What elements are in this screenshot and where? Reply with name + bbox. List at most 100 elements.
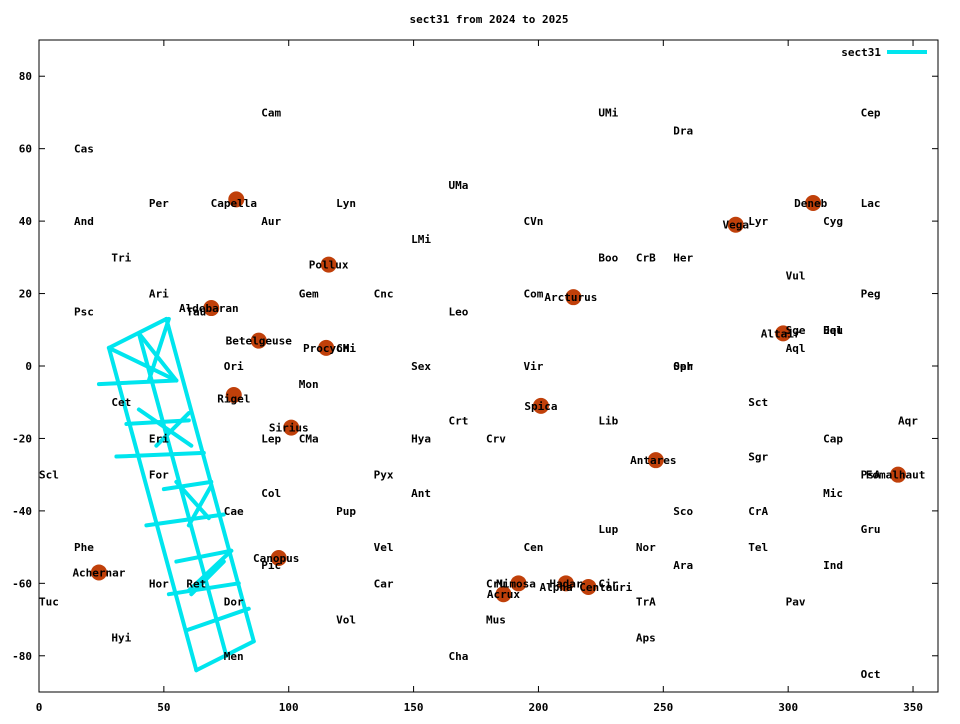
star-marker xyxy=(90,564,107,581)
star-label: Canopus xyxy=(253,552,299,565)
star-markers-layer xyxy=(90,191,907,603)
y-tick-label: -20 xyxy=(12,432,32,445)
star-marker xyxy=(890,466,907,483)
constellation-label: Cru xyxy=(486,577,506,590)
constellation-label: Cyg xyxy=(823,215,843,228)
constellation-label: Lyn xyxy=(336,197,356,210)
x-tick-label: 250 xyxy=(653,701,673,714)
star-label: Antares xyxy=(630,454,676,467)
constellation-label: Pup xyxy=(336,505,356,518)
star-marker xyxy=(203,300,220,317)
constellation-label: Lyr xyxy=(748,215,768,228)
star-label: Deneb xyxy=(794,197,827,210)
constellation-label: Cha xyxy=(449,650,469,663)
series-segment xyxy=(184,606,251,633)
star-marker xyxy=(532,397,549,414)
constellation-label: Cet xyxy=(111,396,131,409)
constellation-label: Aql xyxy=(786,342,806,355)
constellation-label: Vul xyxy=(786,269,806,282)
constellation-label: Aps xyxy=(636,632,656,645)
constellation-label: Gem xyxy=(299,288,319,301)
constellation-label: Ind xyxy=(823,559,843,572)
series-segment xyxy=(186,483,214,528)
constellation-label: Oph xyxy=(673,360,693,373)
constellation-label: Sex xyxy=(411,360,431,373)
star-label: Pollux xyxy=(309,259,349,272)
constellation-label: UMi xyxy=(598,106,618,119)
constellation-label: Pyx xyxy=(374,469,394,482)
x-tick-label: 100 xyxy=(279,701,299,714)
constellation-label: Lac xyxy=(861,197,881,210)
x-tick-label: 0 xyxy=(36,701,43,714)
constellation-label: Crt xyxy=(449,414,469,427)
constellation-label: LMi xyxy=(411,233,431,246)
constellation-label: Scl xyxy=(39,469,59,482)
constellation-label: Nor xyxy=(636,541,656,554)
constellation-label: Ara xyxy=(673,559,693,572)
constellation-label: Lib xyxy=(598,414,618,427)
constellation-label: Ari xyxy=(149,288,169,301)
constellation-label: Tau xyxy=(186,306,206,319)
constellation-label: PsA xyxy=(861,469,881,482)
constellation-label: Peg xyxy=(861,288,881,301)
constellation-label: Sco xyxy=(673,505,693,518)
star-label: Fomalhaut xyxy=(866,469,926,482)
x-tick-label: 50 xyxy=(157,701,170,714)
y-tick-label: -60 xyxy=(12,577,32,590)
constellation-label: Crv xyxy=(486,432,506,445)
constellation-label: Pic xyxy=(261,559,281,572)
constellation-label: Her xyxy=(673,251,693,264)
constellation-label: Sct xyxy=(748,396,768,409)
star-marker xyxy=(565,289,582,306)
series-segment xyxy=(106,345,179,383)
constellation-label: Hya xyxy=(411,432,431,445)
star-label: Rigel xyxy=(217,393,250,406)
constellation-label: And xyxy=(74,215,94,228)
series-segment xyxy=(146,316,171,383)
series-segment xyxy=(194,639,256,673)
star-label: Procyon xyxy=(303,342,349,355)
star-marker xyxy=(318,339,335,356)
constellation-label: Ori xyxy=(224,360,244,373)
constellation-label: Pav xyxy=(786,595,806,608)
series-segment xyxy=(136,331,229,658)
constellation-label: Mus xyxy=(486,614,506,627)
constellation-label: Lup xyxy=(598,523,618,536)
series-segment xyxy=(166,581,241,597)
star-label: Arcturus xyxy=(544,291,597,304)
star-label: Mimosa xyxy=(496,577,536,590)
constellation-label: Hor xyxy=(149,577,169,590)
constellation-label: Cam xyxy=(261,106,281,119)
series-segment xyxy=(96,378,179,387)
x-tick-label: 350 xyxy=(903,701,923,714)
constellation-label: Cen xyxy=(523,541,543,554)
star-label: Altair xyxy=(761,327,801,340)
constellation-label: Tri xyxy=(111,251,131,264)
star-marker xyxy=(228,191,245,208)
constellation-label: CrB xyxy=(636,251,656,264)
y-tick-label: -80 xyxy=(12,650,32,663)
x-tick-label: 300 xyxy=(778,701,798,714)
constellation-label: Phe xyxy=(74,541,94,554)
star-label: Betelgeuse xyxy=(226,335,293,348)
constellation-label: Ant xyxy=(411,487,431,500)
constellation-label: Men xyxy=(224,650,244,663)
constellation-label: Eri xyxy=(149,432,169,445)
constellation-label: Per xyxy=(149,197,169,210)
series-segment xyxy=(136,407,194,448)
star-marker xyxy=(510,575,527,592)
y-tick-label: 40 xyxy=(19,215,32,228)
legend: sect31 xyxy=(841,46,927,59)
constellation-label: Com xyxy=(523,288,543,301)
star-label: Capella xyxy=(211,197,257,210)
star-marker xyxy=(557,575,574,592)
x-tick-label: 200 xyxy=(529,701,549,714)
constellation-label: Tuc xyxy=(39,595,59,608)
constellation-label: Ser xyxy=(673,360,693,373)
star-marker xyxy=(775,325,792,342)
constellation-label: Aqr xyxy=(898,414,918,427)
star-marker xyxy=(580,578,597,595)
star-label: Vega xyxy=(722,219,749,232)
constellation-label: Cep xyxy=(861,106,881,119)
